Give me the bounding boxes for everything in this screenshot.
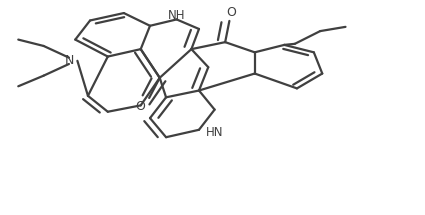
Text: O: O: [227, 6, 236, 19]
Text: N: N: [64, 54, 74, 67]
Text: O: O: [135, 100, 145, 113]
Text: NH: NH: [168, 9, 185, 22]
Text: HN: HN: [206, 126, 224, 140]
